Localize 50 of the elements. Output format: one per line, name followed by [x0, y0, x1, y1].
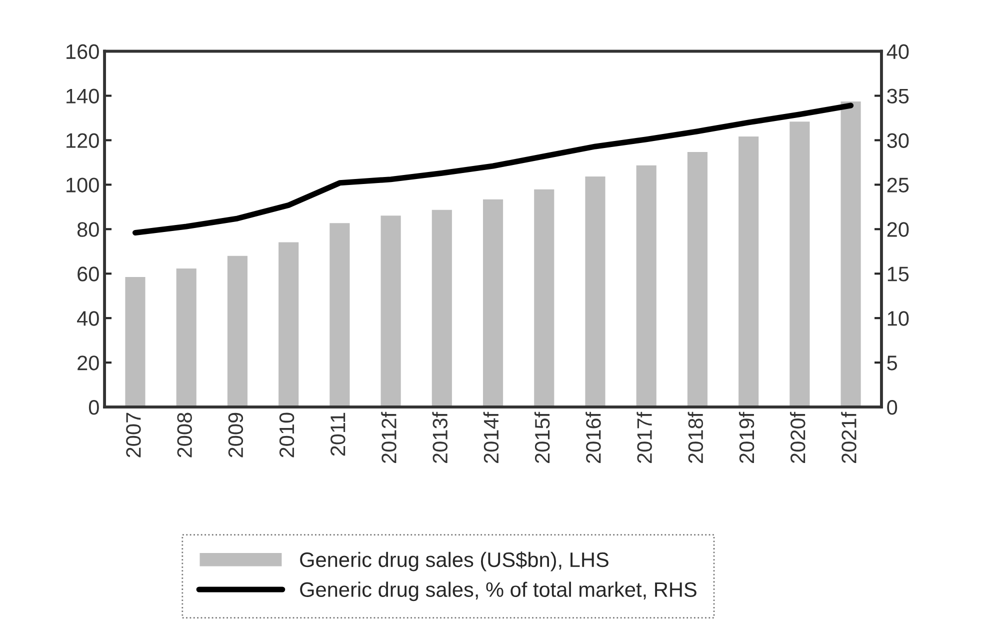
y2-tick-label: 30: [887, 133, 909, 148]
legend-label: Generic drug sales (US$bn), LHS: [300, 552, 608, 572]
x-tick-label: 2016f: [586, 412, 601, 463]
x-tick-label: 2012f: [381, 412, 396, 463]
y-tick-label: 160: [66, 44, 99, 60]
x-tick-label: 2007: [126, 412, 141, 458]
x-tick-label: 2014f: [483, 412, 499, 463]
y-tick-label: 20: [78, 356, 99, 370]
x-tick-label: 2008: [177, 412, 192, 458]
x-tick-label: 2019f: [738, 412, 754, 463]
x-tick-label: 2009: [228, 412, 244, 458]
bar: [686, 150, 709, 408]
legend-label: Generic drug sales, % of total market, RHS: [300, 582, 696, 602]
y-tick-label: 60: [78, 266, 99, 282]
bar: [174, 267, 198, 408]
bar: [737, 135, 760, 408]
bar: [430, 208, 454, 408]
bar: [328, 222, 352, 408]
bar: [226, 254, 249, 408]
y-tick-label: 120: [66, 133, 99, 148]
y-tick-label: 0: [88, 400, 99, 415]
y2-tick-label: 5: [887, 356, 898, 370]
x-tick-label: 2010: [279, 412, 294, 458]
y-tick-label: 100: [66, 178, 99, 192]
y2-tick-label: 0: [887, 400, 898, 415]
y2-tick-label: 35: [887, 88, 909, 104]
y-tick-label: 40: [77, 311, 99, 326]
y-tick-label: 140: [66, 88, 99, 104]
bar: [482, 198, 504, 408]
bar: [277, 240, 300, 408]
bar: [584, 175, 607, 408]
x-tick-label: 2018f: [688, 412, 704, 463]
bar: [379, 214, 402, 408]
y-tick-label: 80: [77, 222, 99, 237]
bar: [532, 188, 556, 408]
bar: [124, 276, 147, 408]
bar: [788, 120, 812, 408]
bar: [634, 164, 658, 408]
x-tick-label: 2017f: [636, 412, 652, 463]
y2-tick-label: 20: [887, 222, 909, 237]
y2-tick-label: 10: [888, 311, 909, 326]
y2-tick-label: 15: [888, 266, 909, 282]
y2-tick-label: 40: [886, 44, 909, 60]
x-tick-label: 2013f: [432, 412, 448, 463]
bar: [839, 100, 862, 408]
x-tick-label: 2015f: [534, 412, 550, 463]
x-tick-label: 2020f: [790, 412, 806, 463]
x-tick-label: 2021f: [841, 412, 856, 463]
y2-tick-label: 25: [887, 178, 909, 192]
x-tick-label: 2011: [330, 412, 346, 456]
